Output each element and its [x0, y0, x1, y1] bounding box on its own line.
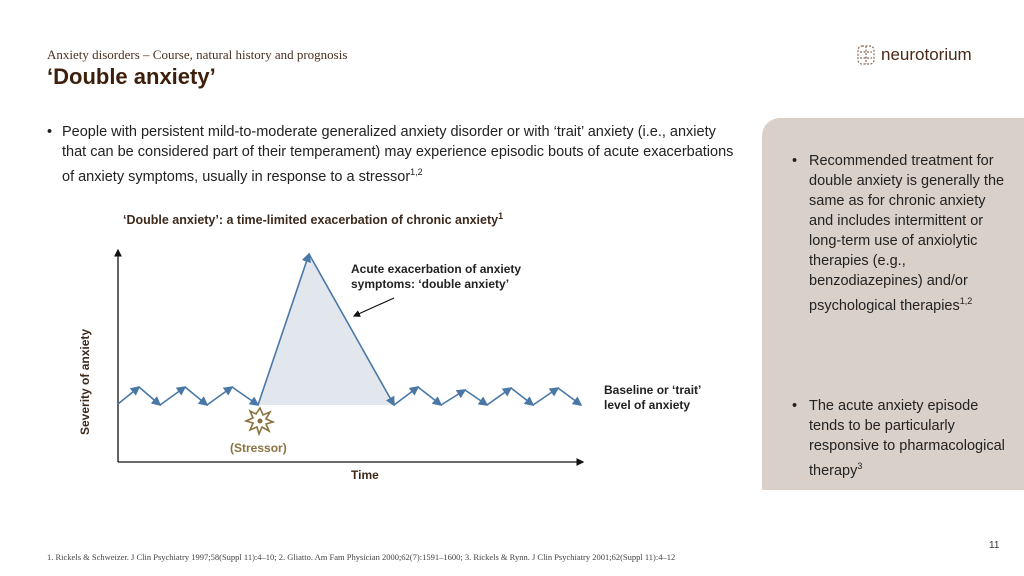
- logo: neurotorium: [856, 44, 972, 66]
- line-segment: [417, 386, 443, 406]
- panel-bullet: • The acute anxiety episode tends to be p…: [792, 398, 1005, 479]
- x-axis-label: Time: [351, 468, 379, 482]
- line-segment: [117, 385, 141, 405]
- diagram-title: ‘Double anxiety’: a time-limited exacerb…: [123, 211, 504, 228]
- y-axis-label: Severity of anxiety: [78, 328, 92, 435]
- line-segment: [532, 387, 560, 406]
- line-segment: [557, 387, 583, 406]
- line-segment: [159, 386, 187, 406]
- line-segment: [206, 386, 234, 406]
- main-bullet: • People with persistent mild-to-moderate…: [47, 124, 734, 185]
- panel-bullet: • Recommended treatment for double anxiet…: [792, 153, 1005, 314]
- section-subtitle: Anxiety disorders – Course, natural hist…: [47, 47, 348, 62]
- brain-logo-icon: [857, 45, 875, 65]
- baseline-label: Baseline or ‘trait’ level of anxiety: [604, 383, 701, 412]
- line-segment: [138, 386, 162, 407]
- logo-text: neurotorium: [881, 45, 972, 64]
- line-segment: [440, 389, 467, 406]
- line-segment: [486, 387, 513, 406]
- line-segment: [308, 253, 395, 407]
- line-segment: [257, 252, 311, 406]
- page-title: ‘Double anxiety’: [47, 64, 216, 89]
- stressor-icon: [243, 406, 276, 437]
- page-number: 11: [989, 540, 1000, 551]
- citation: 1,2: [410, 167, 423, 177]
- annotation-arrow: [352, 297, 395, 317]
- line-segment: [510, 387, 535, 406]
- line-segment: [184, 386, 209, 407]
- peak-label: Acute exacerbation of anxiety symptoms: …: [351, 262, 522, 291]
- stressor-label: (Stressor): [230, 441, 287, 455]
- side-panel: [762, 118, 1024, 490]
- anxiety-line: [117, 252, 583, 407]
- line-segment: [231, 386, 260, 406]
- line-segment: [464, 389, 489, 406]
- bullet-text: People with persistent mild-to-moderate …: [62, 124, 734, 185]
- exacerbation-area: [258, 254, 394, 405]
- references: 1. Rickels & Schweizer. J Clin Psychiatr…: [47, 552, 676, 562]
- line-segment: [393, 386, 420, 406]
